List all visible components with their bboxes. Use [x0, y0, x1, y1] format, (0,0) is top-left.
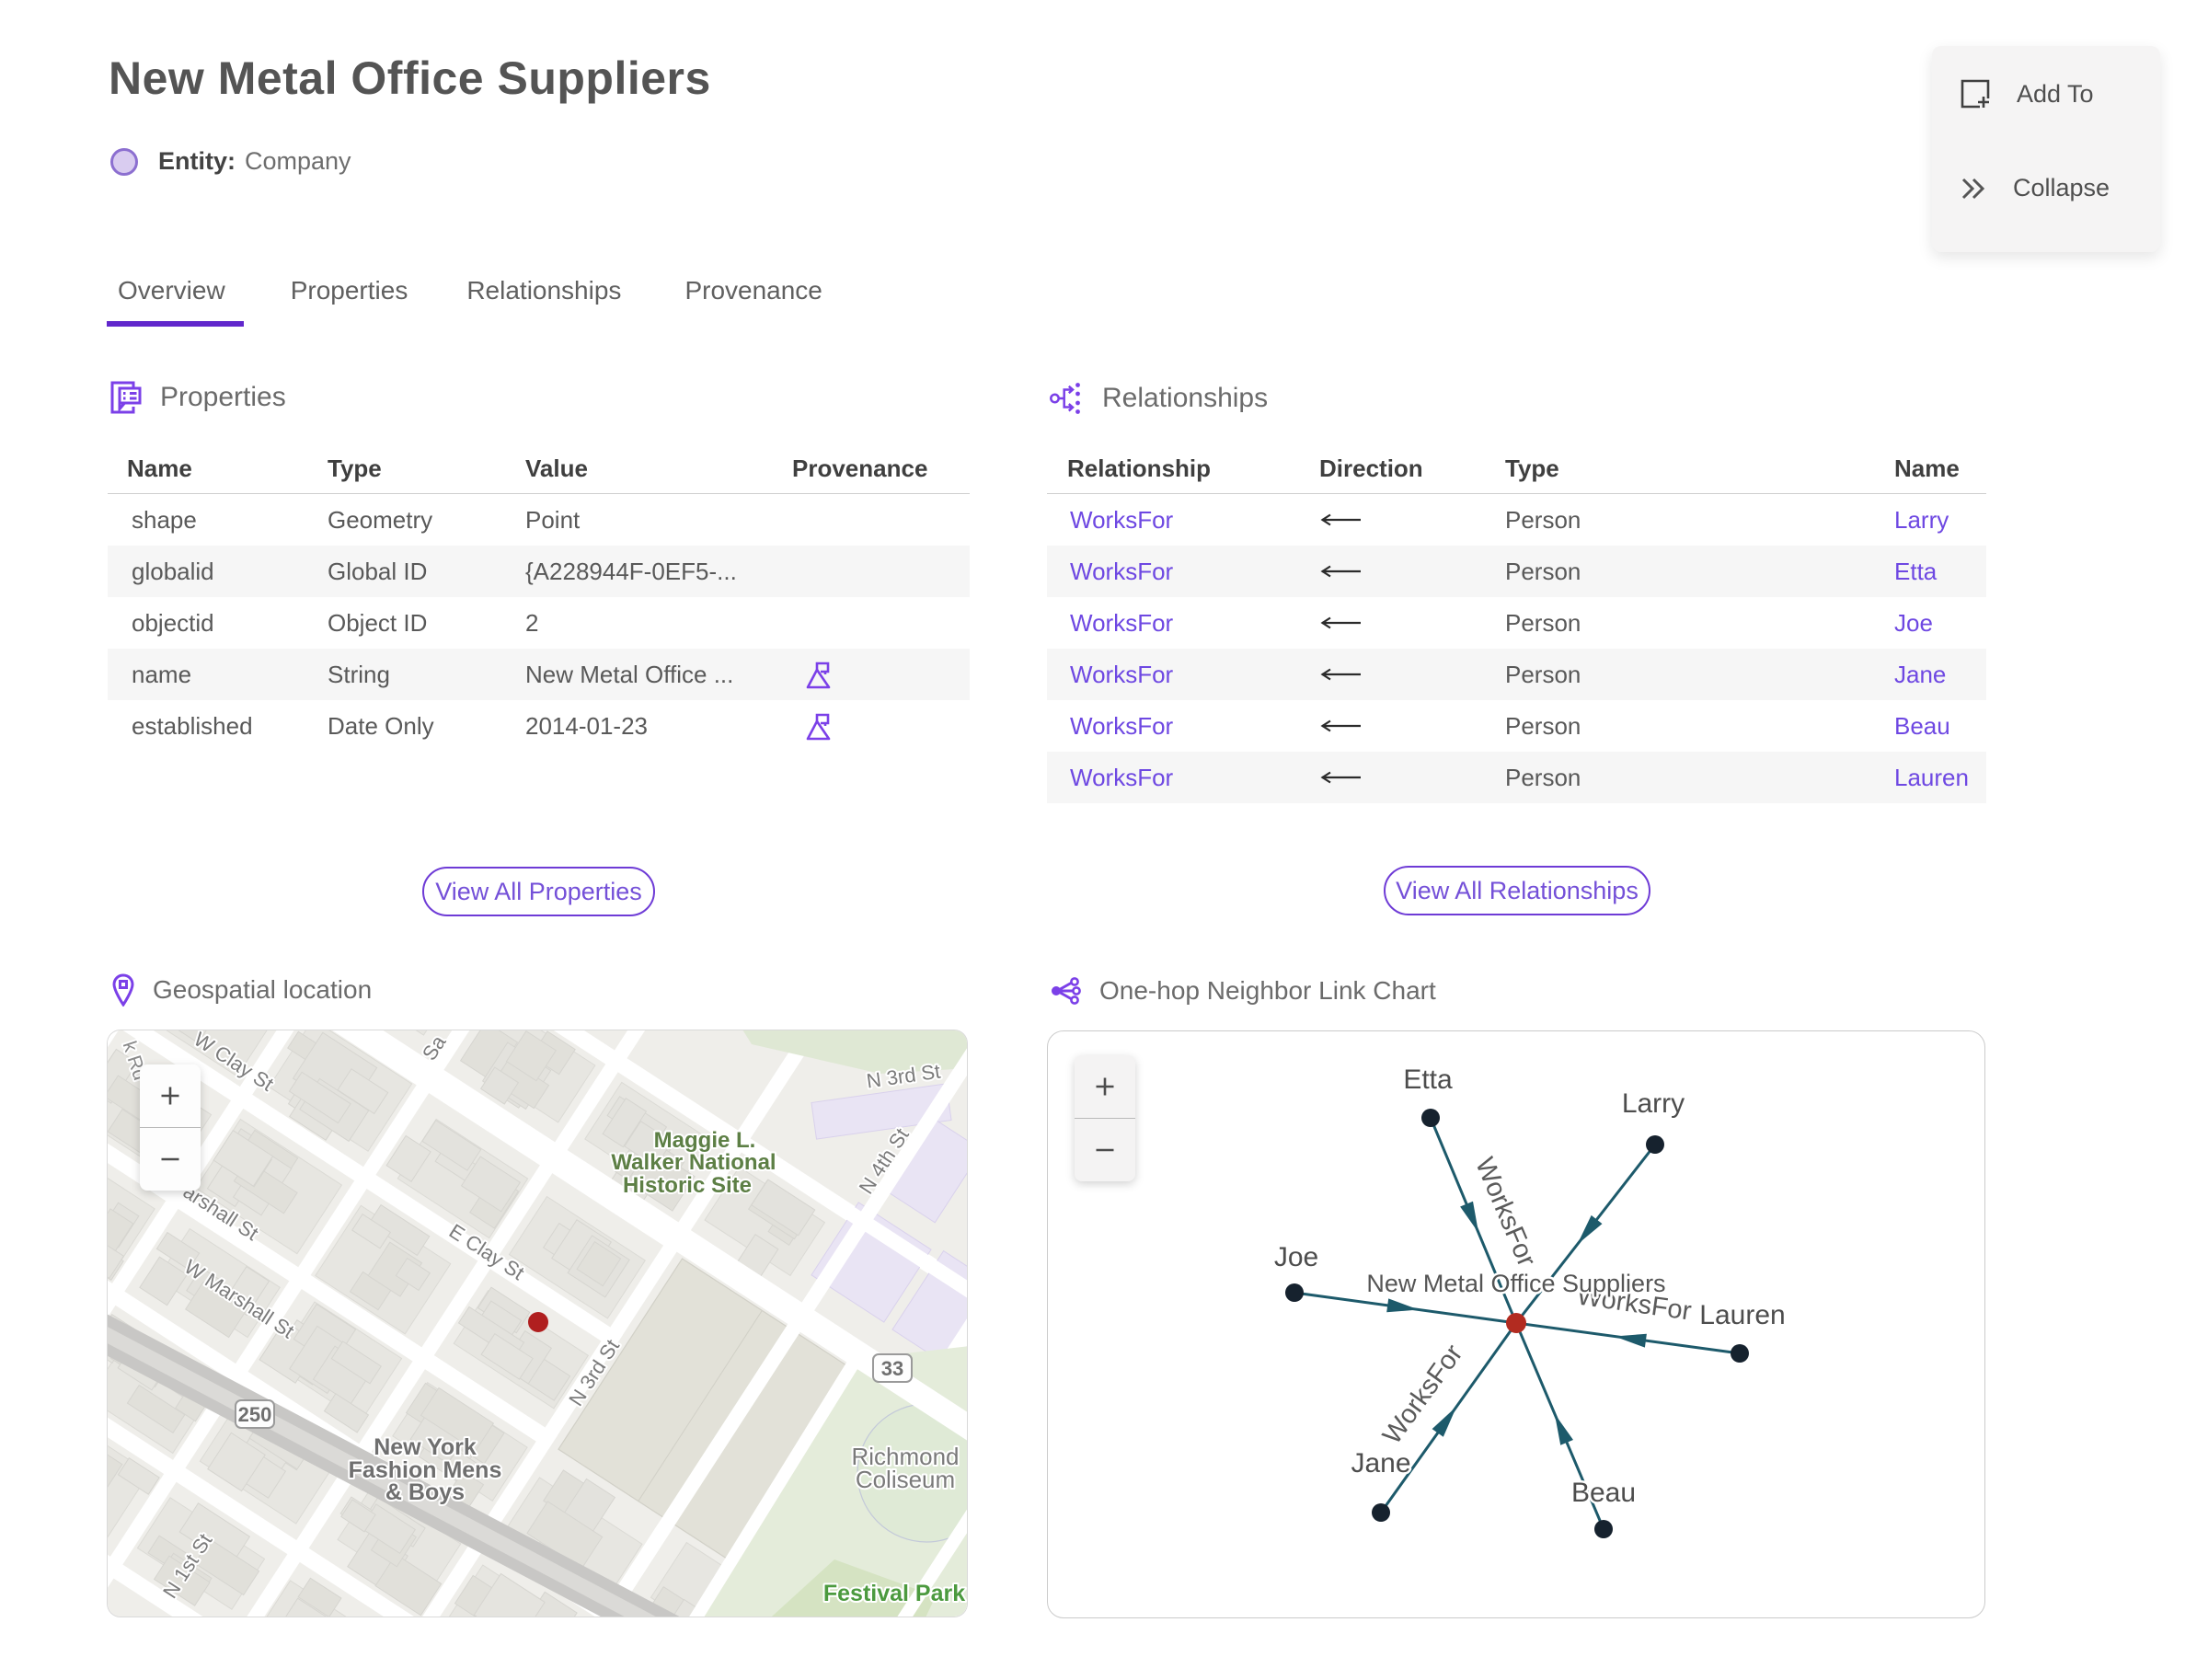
svg-text:Maggie L.: Maggie L. — [654, 1128, 756, 1153]
svg-text:Historic Site: Historic Site — [623, 1173, 752, 1198]
svg-text:Lauren: Lauren — [1699, 1300, 1785, 1330]
svg-text:Coliseum: Coliseum — [856, 1466, 955, 1493]
svg-text:Joe: Joe — [1274, 1242, 1318, 1272]
svg-text:Fashion Mens: Fashion Mens — [349, 1457, 502, 1483]
svg-text:Jane: Jane — [1351, 1448, 1410, 1479]
svg-text:Richmond: Richmond — [851, 1443, 959, 1470]
svg-text:New York: New York — [374, 1434, 477, 1460]
svg-text:& Boys: & Boys — [385, 1479, 465, 1505]
svg-text:WorksFor: WorksFor — [1469, 1154, 1541, 1272]
svg-text:250: 250 — [238, 1403, 272, 1426]
svg-text:WorksFor: WorksFor — [1377, 1339, 1469, 1449]
svg-text:Festival Park: Festival Park — [823, 1581, 965, 1606]
svg-text:Etta: Etta — [1403, 1064, 1453, 1095]
svg-text:New Metal Office Suppliers: New Metal Office Suppliers — [1366, 1270, 1665, 1297]
svg-text:Larry: Larry — [1622, 1088, 1685, 1119]
svg-text:33: 33 — [881, 1357, 903, 1380]
svg-text:Beau: Beau — [1571, 1478, 1636, 1508]
svg-text:Walker National: Walker National — [611, 1150, 776, 1175]
